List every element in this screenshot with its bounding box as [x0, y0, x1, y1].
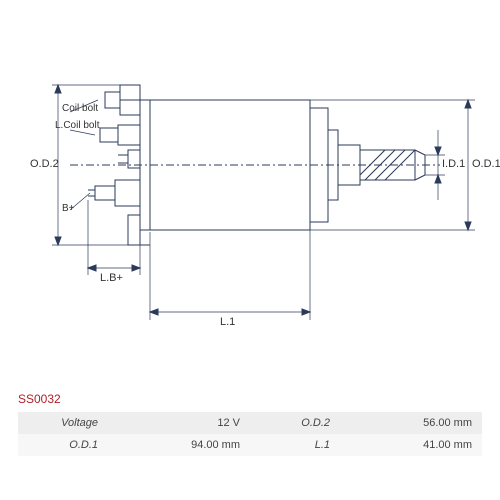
- spec-value: 41.00 mm: [340, 434, 482, 456]
- spec-label: O.D.2: [250, 412, 340, 434]
- table-row: Voltage 12 V O.D.2 56.00 mm: [18, 412, 482, 434]
- spec-value: 94.00 mm: [108, 434, 250, 456]
- spec-value: 56.00 mm: [340, 412, 482, 434]
- spec-label: L.1: [250, 434, 340, 456]
- part-code: SS0032: [18, 392, 61, 406]
- spec-label: O.D.1: [18, 434, 108, 456]
- spec-value: 12 V: [108, 412, 250, 434]
- label-id1: I.D.1: [442, 158, 465, 170]
- label-coil-bolt: Coil bolt: [62, 103, 98, 114]
- spec-table: Voltage 12 V O.D.2 56.00 mm O.D.1 94.00 …: [18, 412, 482, 456]
- technical-diagram: O.D.2 Coil bolt L.Coil bolt B+ L.B+ L.1 …: [0, 0, 500, 380]
- label-l-coil-bolt: L.Coil bolt: [55, 120, 99, 131]
- table-row: O.D.1 94.00 mm L.1 41.00 mm: [18, 434, 482, 456]
- spec-label: Voltage: [18, 412, 108, 434]
- label-od1: O.D.1: [472, 158, 500, 170]
- label-od2: O.D.2: [30, 158, 59, 170]
- label-l1: L.1: [220, 316, 235, 328]
- label-lb-plus: L.B+: [100, 272, 123, 284]
- label-b-plus: B+: [62, 203, 75, 214]
